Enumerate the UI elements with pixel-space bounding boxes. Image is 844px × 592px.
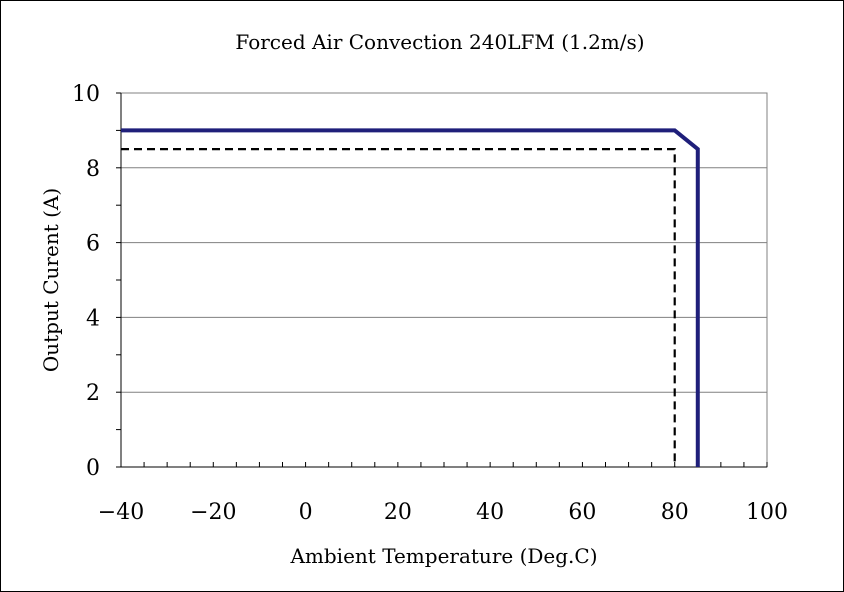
x-tick-label: −40 bbox=[98, 500, 144, 525]
y-tick-label: 4 bbox=[86, 306, 100, 331]
x-tick-label: 0 bbox=[299, 500, 313, 525]
plot-area bbox=[120, 92, 768, 468]
x-tick-label: 100 bbox=[746, 500, 788, 525]
x-axis-label: Ambient Temperature (Deg.C) bbox=[289, 544, 597, 568]
y-tick-label: 0 bbox=[86, 456, 100, 481]
series-line-solid bbox=[121, 128, 700, 467]
y-tick-label: 8 bbox=[86, 157, 100, 182]
y-tick-label: 10 bbox=[72, 82, 100, 107]
y-tick-label: 6 bbox=[86, 232, 100, 257]
tick-labels: −40 −20 0 20 40 60 80 100 0 2 4 6 8 10 bbox=[72, 82, 788, 525]
x-tick-label: 60 bbox=[568, 500, 596, 525]
x-tick-label: 80 bbox=[661, 500, 689, 525]
x-tick-label: 20 bbox=[384, 500, 412, 525]
y-tick-label: 2 bbox=[86, 381, 100, 406]
y-axis-label: Output Curent (A) bbox=[39, 188, 63, 372]
series-group bbox=[121, 128, 700, 467]
x-tick-label: 40 bbox=[476, 500, 504, 525]
chart-title: Forced Air Convection 240LFM (1.2m/s) bbox=[235, 30, 644, 54]
axes bbox=[116, 92, 768, 468]
series-line-dashed bbox=[121, 148, 676, 467]
grid-lines bbox=[121, 167, 767, 393]
x-tick-label: −20 bbox=[190, 500, 236, 525]
